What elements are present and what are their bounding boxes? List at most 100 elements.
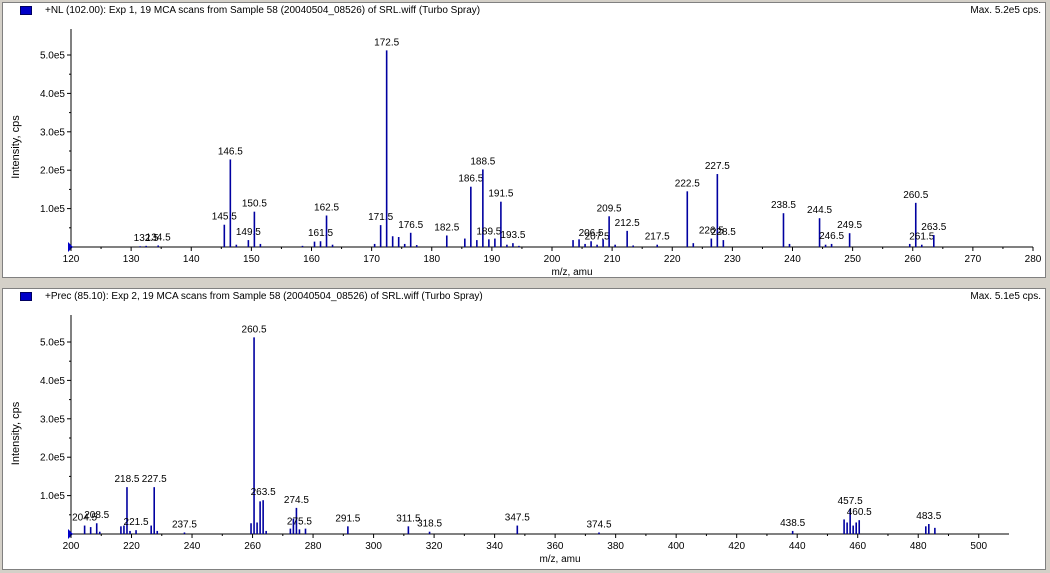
peak-label: 228.5 [711, 227, 736, 238]
y-tick-label: 5.0e5 [40, 338, 65, 349]
peak-label: 204.5 [72, 513, 97, 524]
x-tick-label: 360 [547, 541, 564, 552]
x-tick-label: 270 [965, 254, 982, 265]
peak-label: 132.5 [134, 233, 159, 244]
x-tick-label: 280 [1025, 254, 1042, 265]
peak-label: 237.5 [172, 519, 197, 530]
x-tick-label: 220 [123, 541, 140, 552]
trace-color-icon[interactable] [20, 6, 32, 15]
peak-label: 246.5 [819, 231, 844, 242]
peak-label: 291.5 [335, 513, 360, 524]
x-tick-label: 200 [544, 254, 561, 265]
x-tick-label: 380 [607, 541, 624, 552]
x-tick-label: 400 [668, 541, 685, 552]
peak-label: 182.5 [434, 222, 459, 233]
x-tick-label: 150 [243, 254, 260, 265]
x-tick-label: 240 [184, 541, 201, 552]
y-tick-label: 4.0e5 [40, 376, 65, 387]
x-tick-label: 300 [365, 541, 382, 552]
peak-label: 226.5 [699, 226, 724, 237]
x-tick-label: 500 [970, 541, 987, 552]
spectrum-plot[interactable]: 120 130 140 150 160 170 180 190 200 210 220 230 240 2… [3, 3, 1045, 277]
spectrum-plot[interactable]: 200 220 240 260 280 300 320 340 360 380 400 420 440 4… [3, 289, 1045, 569]
y-axis-label: Intensity, cps [10, 401, 22, 465]
y-tick-label: 1.0e5 [40, 204, 65, 215]
peak-label: 171.5 [368, 212, 393, 223]
peak-label: 161.5 [308, 228, 333, 239]
peak-label: 146.5 [218, 146, 243, 157]
peak-label: 347.5 [505, 513, 530, 524]
peak-label: 186.5 [458, 174, 483, 185]
x-tick-label: 230 [724, 254, 741, 265]
peak-label: 193.5 [500, 230, 525, 241]
peak-label: 238.5 [771, 200, 796, 211]
x-tick-label: 420 [728, 541, 745, 552]
peak-label: 145.5 [212, 212, 237, 223]
x-tick-label: 190 [484, 254, 501, 265]
peak-label: 374.5 [586, 519, 611, 530]
max-intensity-label: Max. 5.2e5 cps. [970, 5, 1041, 16]
spectrum-panel-2: +Prec (85.10): Exp 2, 19 MCA scans from … [2, 288, 1046, 570]
y-axis-label: Intensity, cps [10, 115, 22, 179]
panel-title: +NL (102.00): Exp 1, 19 MCA scans from S… [45, 5, 481, 16]
x-tick-label: 120 [63, 254, 80, 265]
x-tick-label: 260 [244, 541, 261, 552]
peak-label: 227.5 [705, 161, 730, 172]
panel-header: +NL (102.00): Exp 1, 19 MCA scans from S… [3, 3, 1045, 19]
peak-label: 460.5 [847, 507, 872, 518]
x-axis-label: m/z, amu [539, 554, 580, 565]
x-tick-label: 440 [789, 541, 806, 552]
x-axis-label: m/z, amu [551, 267, 592, 277]
x-tick-label: 250 [844, 254, 861, 265]
peak-label: 212.5 [615, 218, 640, 229]
peak-label: 260.5 [903, 190, 928, 201]
panel-header: +Prec (85.10): Exp 2, 19 MCA scans from … [3, 289, 1045, 305]
y-tick-label: 2.0e5 [40, 453, 65, 464]
panel-title: +Prec (85.10): Exp 2, 19 MCA scans from … [45, 291, 483, 302]
peak-label: 263.5 [251, 487, 276, 498]
peak-label: 209.5 [597, 203, 622, 214]
peak-label: 176.5 [398, 220, 423, 231]
peak-label: 249.5 [837, 220, 862, 231]
peak-label: 227.5 [142, 474, 167, 485]
x-tick-label: 170 [363, 254, 380, 265]
peak-label: 311.5 [396, 513, 421, 524]
x-tick-label: 130 [123, 254, 140, 265]
y-tick-label: 1.0e5 [40, 491, 65, 502]
peak-label: 217.5 [645, 232, 670, 243]
peak-label: 218.5 [114, 474, 139, 485]
y-tick-label: 4.0e5 [40, 89, 65, 100]
x-tick-label: 280 [305, 541, 322, 552]
peak-label: 483.5 [916, 511, 941, 522]
peak-label: 172.5 [374, 37, 399, 48]
y-tick-label: 5.0e5 [40, 51, 65, 62]
x-tick-label: 480 [910, 541, 927, 552]
trace-color-icon[interactable] [20, 292, 32, 301]
peak-label: 261.5 [909, 232, 934, 243]
peak-label: 274.5 [284, 495, 309, 506]
x-tick-label: 210 [604, 254, 621, 265]
x-tick-label: 240 [784, 254, 801, 265]
x-tick-label: 260 [904, 254, 921, 265]
peak-label: 318.5 [417, 519, 442, 530]
peak-label: 188.5 [470, 156, 495, 167]
x-tick-label: 460 [849, 541, 866, 552]
peak-label: 457.5 [838, 496, 863, 507]
peak-label: 150.5 [242, 199, 267, 210]
x-tick-label: 180 [423, 254, 440, 265]
peak-label: 162.5 [314, 203, 339, 214]
x-tick-label: 200 [63, 541, 80, 552]
peak-label: 134.5 [146, 232, 171, 243]
y-tick-label: 3.0e5 [40, 414, 65, 425]
x-tick-label: 220 [664, 254, 681, 265]
x-tick-label: 320 [426, 541, 443, 552]
peak-label: 222.5 [675, 178, 700, 189]
peak-label: 149.5 [236, 227, 261, 238]
peak-label: 206.5 [579, 228, 604, 239]
peak-label: 189.5 [476, 226, 501, 237]
y-tick-label: 2.0e5 [40, 166, 65, 177]
peak-label: 275.5 [287, 516, 312, 527]
peak-label: 260.5 [242, 324, 267, 335]
y-tick-label: 3.0e5 [40, 127, 65, 138]
peak-label: 221.5 [124, 517, 149, 528]
